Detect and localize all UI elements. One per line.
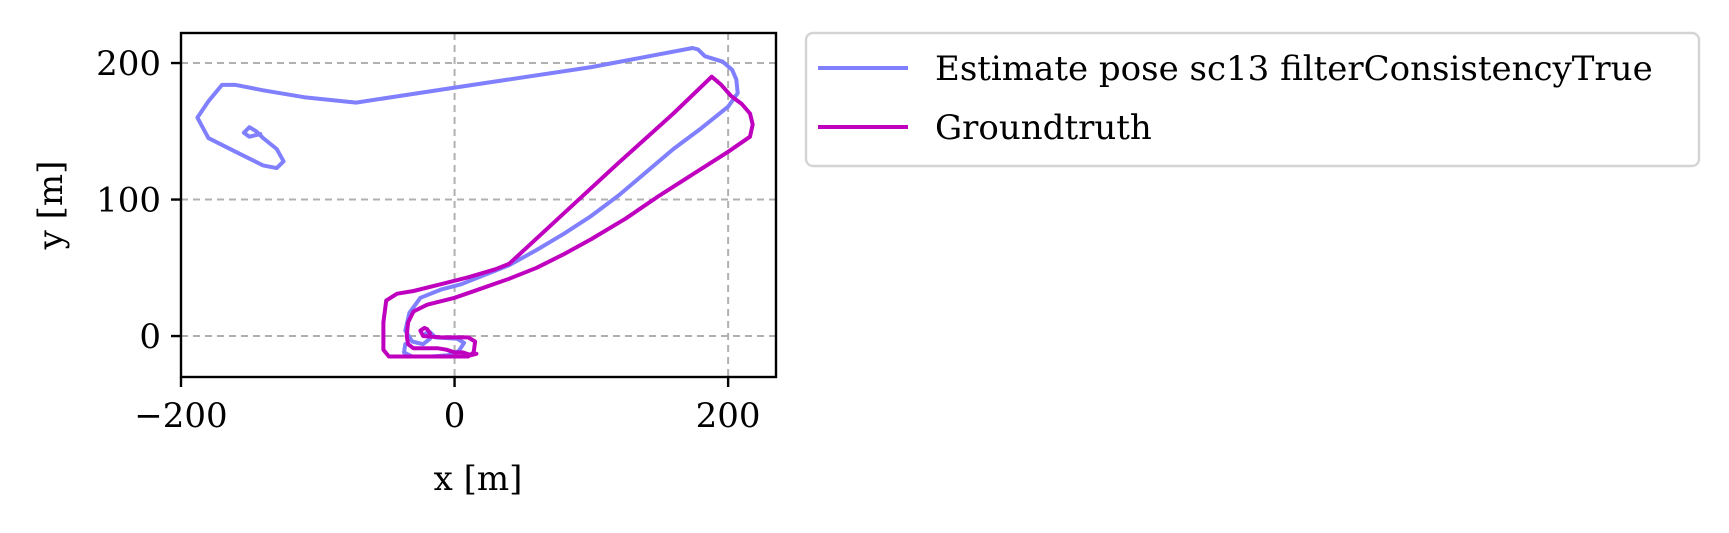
legend-label-groundtruth: Groundtruth [935, 108, 1152, 148]
x-axis-label: x [m] [434, 459, 523, 499]
y-tick-label: 200 [96, 44, 161, 84]
y-axis-label: y [m] [31, 161, 71, 251]
groundtruth-line [381, 74, 755, 359]
axis-ticks: −200 0 200 0 100 200 [96, 44, 760, 436]
legend-frame [804, 31, 1701, 168]
legend-label-estimate: Estimate pose sc13 filterConsistencyTrue [935, 49, 1653, 89]
y-tick-label: 100 [96, 181, 161, 221]
x-tick-label: −200 [134, 396, 227, 436]
x-tick-label: 200 [696, 396, 761, 436]
plot-area-background [181, 33, 776, 377]
plot-area-frame [179, 31, 778, 379]
x-tick-label: 0 [444, 396, 466, 436]
legend: Estimate pose sc13 filterConsistencyTrue… [804, 31, 1701, 168]
data-series-layer [195, 46, 755, 359]
y-tick-label: 0 [139, 317, 161, 357]
